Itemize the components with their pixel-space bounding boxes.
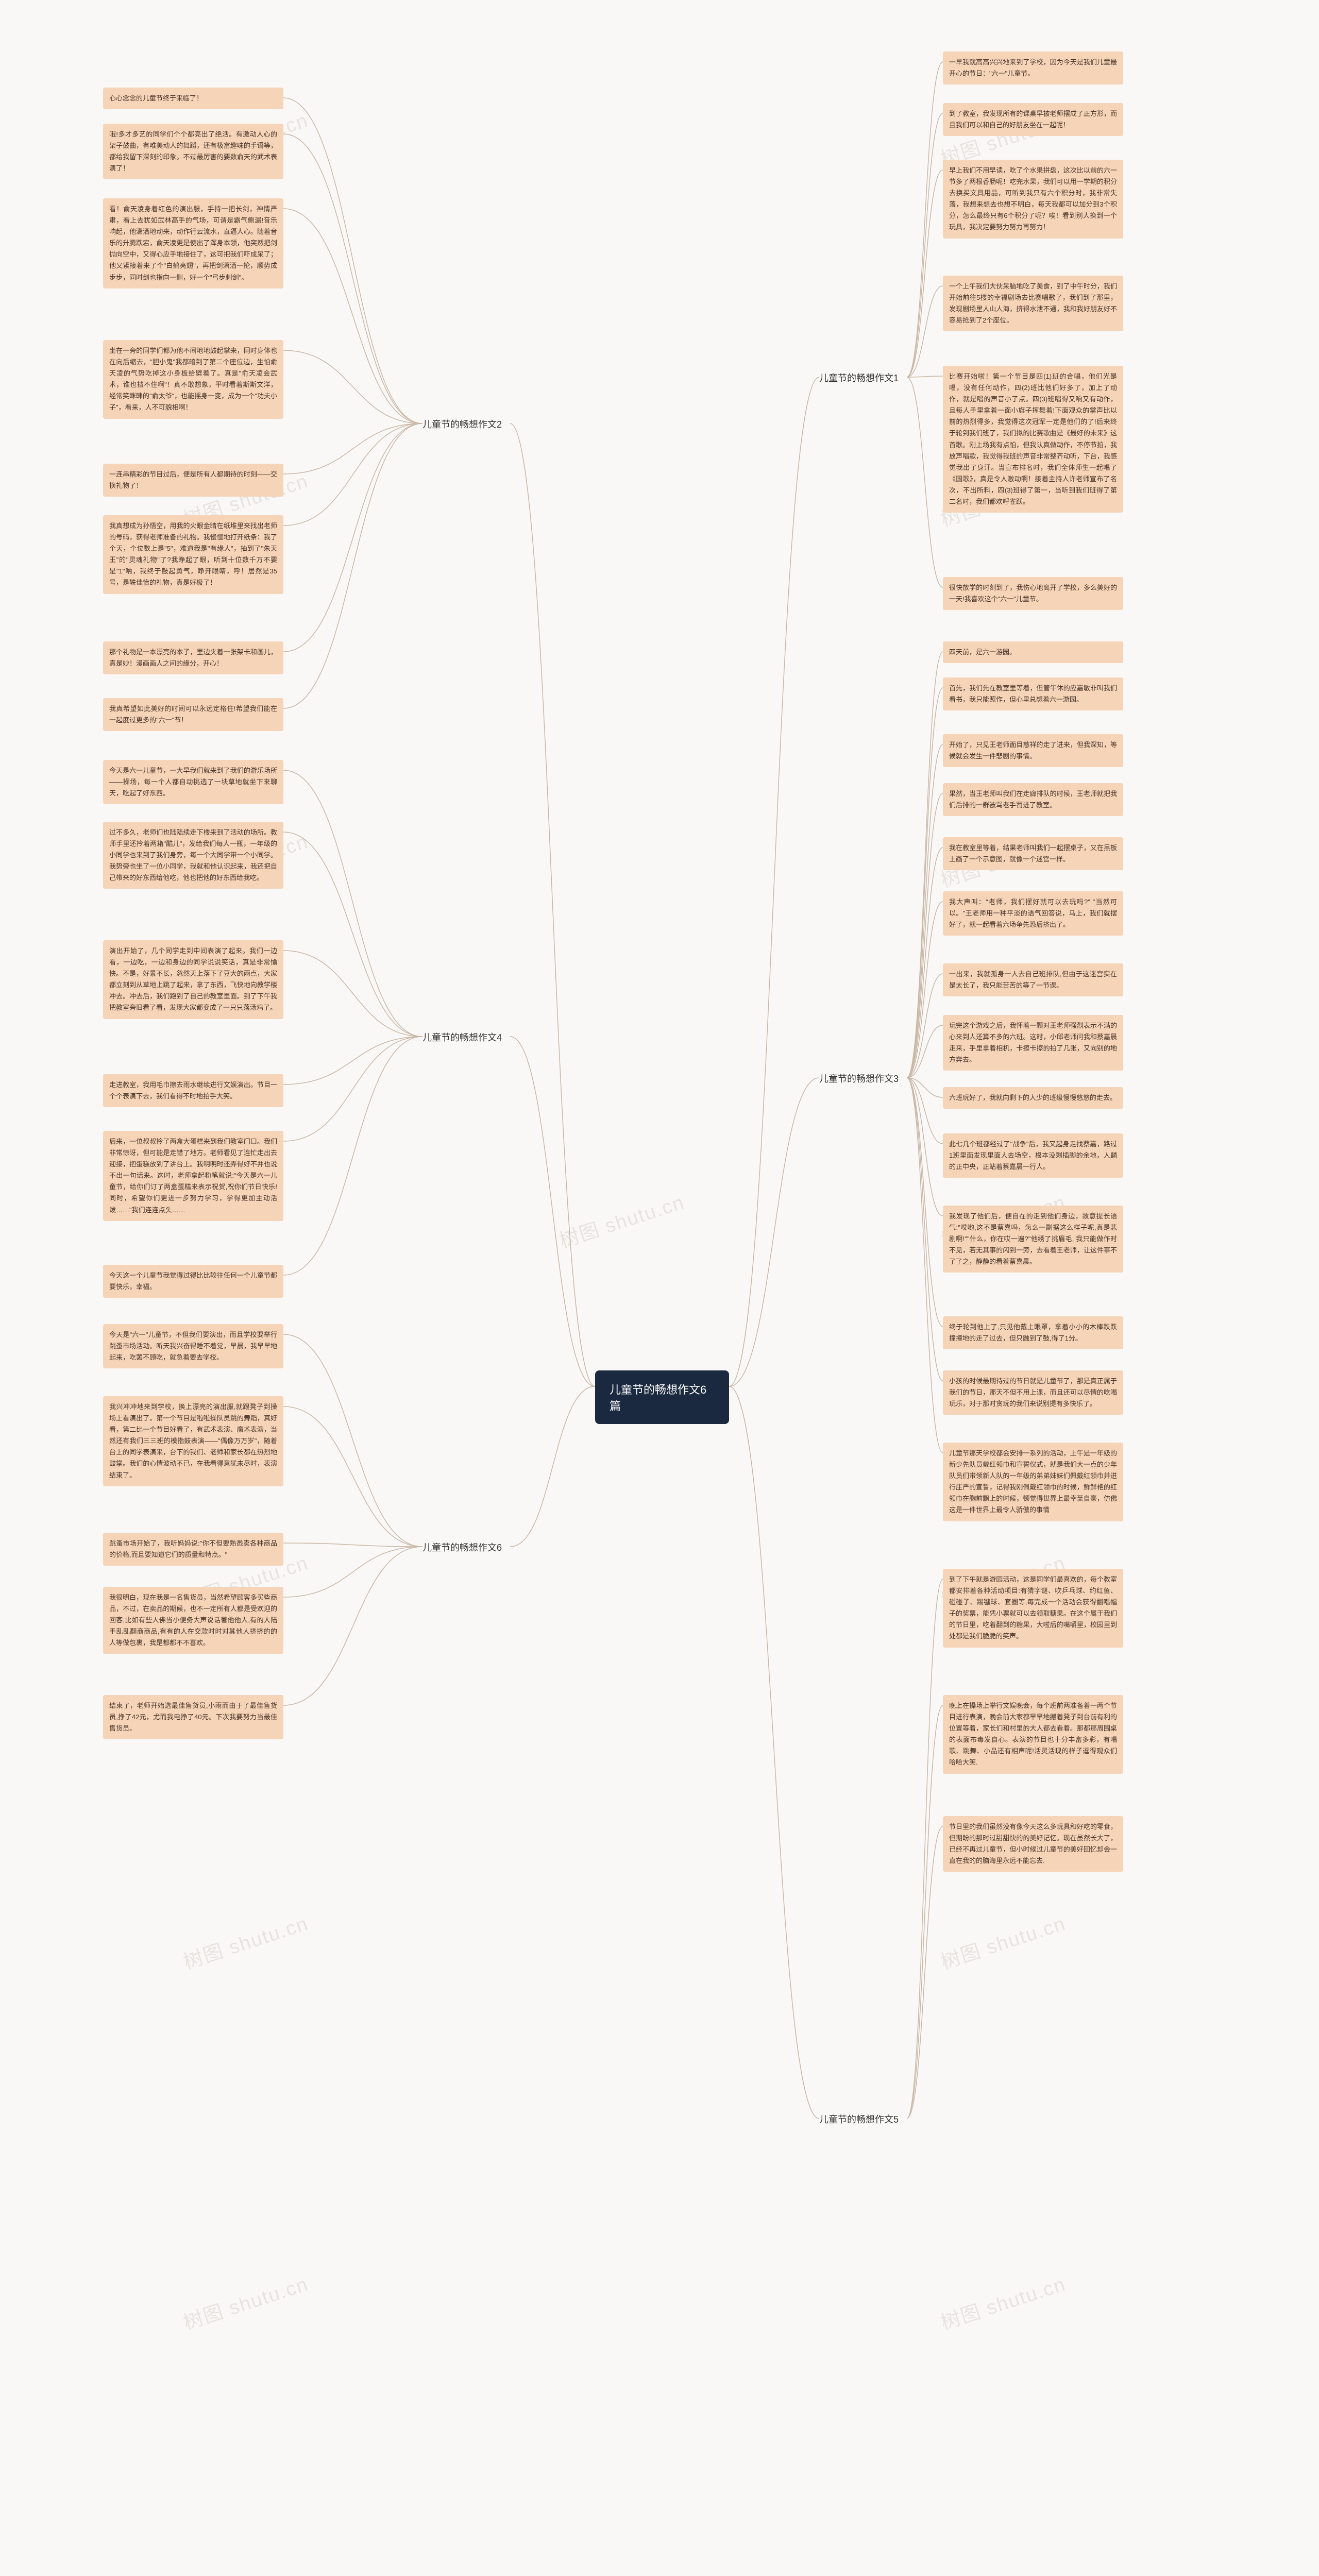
watermark: 树图 shutu.cn [555, 1186, 688, 1253]
leaf-node: 我发现了他们后，便自在的走到他们身边，故意提长语气:"哎哟,这不是蔡嘉吗，怎么一… [943, 1206, 1123, 1273]
branch-label: 儿童节的畅想作文2 [422, 417, 502, 431]
leaf-node: 终于轮到他上了,只见他戴上眼罩，拿着小小的木棒跌跌撞撞地的走了过去，但只融到了鼓… [943, 1316, 1123, 1349]
leaf-node: 小孩的时候最期待过的节日就是儿童节了，那是真正属于我们的节日，那天不但不用上课，… [943, 1370, 1123, 1415]
leaf-node: 看！俞天凌身着红色的演出服，手持一把长剑，神情严肃，看上去犹如武林高手的气场，可… [103, 198, 283, 289]
watermark: 树图 shutu.cn [937, 2268, 1069, 2335]
leaf-node: 开始了，只见王老师面目慈祥的走了进来，但我深知，等候就会发生一件悲剧的事情。 [943, 734, 1123, 767]
leaf-node: 今天是"六一"儿童节，不但我们要演出，而且学校要举行跳蚤市场活动。听天我兴奋得睡… [103, 1324, 283, 1368]
leaf-node: 那个礼物是一本漂亮的本子，里边夹着一张架卡和画儿，真是妙！漫画画人之间的缘分，开… [103, 641, 283, 674]
leaf-node: 早上我们不用早读，吃了个水果拼盘，这次比以前的六一节多了两根香肠呢！吃完水果，我… [943, 160, 1123, 239]
branch-label: 儿童节的畅想作文3 [819, 1072, 899, 1085]
branch-label: 儿童节的畅想作文5 [819, 2112, 899, 2126]
leaf-node: 此七几个班都经过了"战争"后，我又起身走找蔡嘉，路过1班里面发现里面人去场空，根… [943, 1133, 1123, 1178]
leaf-node: 玩完这个游戏之后，我怀着一颗对王老师强烈表示不满的心来到人还算不多的六班。这时，… [943, 1015, 1123, 1071]
leaf-node: 走进教室，我用毛巾擦去雨水继续进行文娱演出。节目一个个表演下去，我们看得不时地拍… [103, 1074, 283, 1107]
leaf-node: 哦!多才多艺的同学们个个都亮出了绝活。有激动人心的架子鼓曲，有唯美动人的舞蹈，还… [103, 124, 283, 179]
branch-label: 儿童节的畅想作文6 [422, 1540, 502, 1554]
leaf-node: 果然，当王老师叫我们在走廊排队的时候，王老师就把我们后排的一群被骂老手罚进了教室… [943, 783, 1123, 816]
leaf-node: 一连串精彩的节目过后，便是所有人都期待的时刻——交换礼物了！ [103, 464, 283, 497]
branch-label: 儿童节的畅想作文1 [819, 371, 899, 384]
leaf-node: 节日里的我们虽然没有像今天这么多玩具和好吃的零食，但期盼的那时过甜甜快的的美好记… [943, 1816, 1123, 1872]
leaf-node: 我很明白，现在我是一名售货员，当然希望顾客多买些商品，不过，在卖品的期候，也不一… [103, 1587, 283, 1654]
leaf-node: 坐在一旁的同学们都为他不间地地鼓起掌来，同时身体也在向后缩去，"胆小鬼"我都暗到… [103, 340, 283, 419]
leaf-node: 后来，一位叔叔拎了两盒大蛋糕来到我们教室门口。我们非常惊讶，但可能是走错了地方。… [103, 1131, 283, 1221]
watermark: 树图 shutu.cn [179, 1907, 312, 1974]
leaf-node: 很快放学的时刻到了，我伤心地离开了学校，多么美好的一天!我喜欢这个"六一"儿童节… [943, 577, 1123, 610]
leaf-node: 首先，我们先在教室里等着，但管午休的应嘉敏非叫我们看书，我只能照作，但心里总想着… [943, 677, 1123, 710]
branch-label: 儿童节的畅想作文4 [422, 1030, 502, 1044]
leaf-node: 我大声叫："老师，我们摆好就可以去玩吗?" "当然可以。"王老师用一种平淡的语气… [943, 891, 1123, 936]
watermark: 树图 shutu.cn [937, 1907, 1069, 1974]
center-node: 儿童节的畅想作文6篇 [595, 1370, 729, 1424]
leaf-node: 我兴冲冲地来到学校，换上漂亮的演出服,就跟凳子到操场上看演出了。第一个节目是啦啦… [103, 1396, 283, 1486]
leaf-node: 今天是六一儿童节，一大早我们就来到了我们的游乐场所——操场，每一个人都自动挑选了… [103, 760, 283, 804]
leaf-node: 四天前，是六一游园。 [943, 641, 1123, 663]
leaf-node: 儿童节那天学校都会安排一系列的活动，上午是一年级的新少先队员戴红领巾和宣誓仪式，… [943, 1443, 1123, 1521]
leaf-node: 到了下午就是游园活动，这是同学们最喜欢的，每个教室都安排着各种活动项目:有猜字谜… [943, 1569, 1123, 1648]
leaf-node: 一个上午我们大伙呆脑地吃了美食，到了中午时分，我们开始前往5楼的幸福剧场去比赛唱… [943, 276, 1123, 331]
leaf-node: 结束了，老师开始选最佳售货员,小雨而由于了最佳售货员,挣了42元，尤而我电挣了4… [103, 1695, 283, 1739]
leaf-node: 到了教室，我发现所有的课桌早被老师摆成了正方形，而且我们可以和自己的好朋友坐在一… [943, 103, 1123, 136]
leaf-node: 晚上在操场上举行文娱晚会，每个班前两准备着一两个节目进行表演，晚会前大家都早早地… [943, 1695, 1123, 1774]
leaf-node: 一出来，我就孤身一人去自己班排队,但由于这迷宫实在是太长了，我只能苦苦的等了一节… [943, 963, 1123, 996]
leaf-node: 今天这一个儿童节我觉得过得比比较往任何一个儿童节都要快乐，幸福。 [103, 1265, 283, 1298]
watermark: 树图 shutu.cn [179, 2268, 312, 2335]
leaf-node: 跳蚤市场开始了，我听妈妈说:"你不但要熟悉卖各种商品的价格,而且要知道它们的质量… [103, 1533, 283, 1566]
leaf-node: 比赛开始啦！第一个节目是四(1)班的合唱，他们光是唱，没有任何动作，四(2)班比… [943, 366, 1123, 513]
leaf-node: 六班玩好了，我就向剩下的人少的班级慢慢悠悠的走去。 [943, 1087, 1123, 1109]
leaf-node: 过不多久，老师们也陆陆续走下楼来到了活动的场所。教师手里还拎着两箱"酷儿"，发给… [103, 822, 283, 889]
leaf-node: 演出开始了，几个同学走到中间表演了起来。我们一边看，一边吃，一边和身边的同学说说… [103, 940, 283, 1019]
leaf-node: 一早我就高高兴兴地来到了学校，因为今天是我们儿童最开心的节日："六一"儿童节。 [943, 52, 1123, 84]
leaf-node: 心心念念的儿童节终于来临了！ [103, 88, 283, 109]
leaf-node: 我真希望如此美好的时间可以永远定格住!希望我们能在一起度过更多的"六一"节！ [103, 698, 283, 731]
leaf-node: 我真想成为孙悟空，用我的火眼金睛在纸堆里来找出老师的号码，获得老师准备的礼物。我… [103, 515, 283, 594]
leaf-node: 我在教室里等着，结果老师叫我们一起摆桌子，又在黑板上画了一个示意图，就像一个迷宫… [943, 837, 1123, 870]
